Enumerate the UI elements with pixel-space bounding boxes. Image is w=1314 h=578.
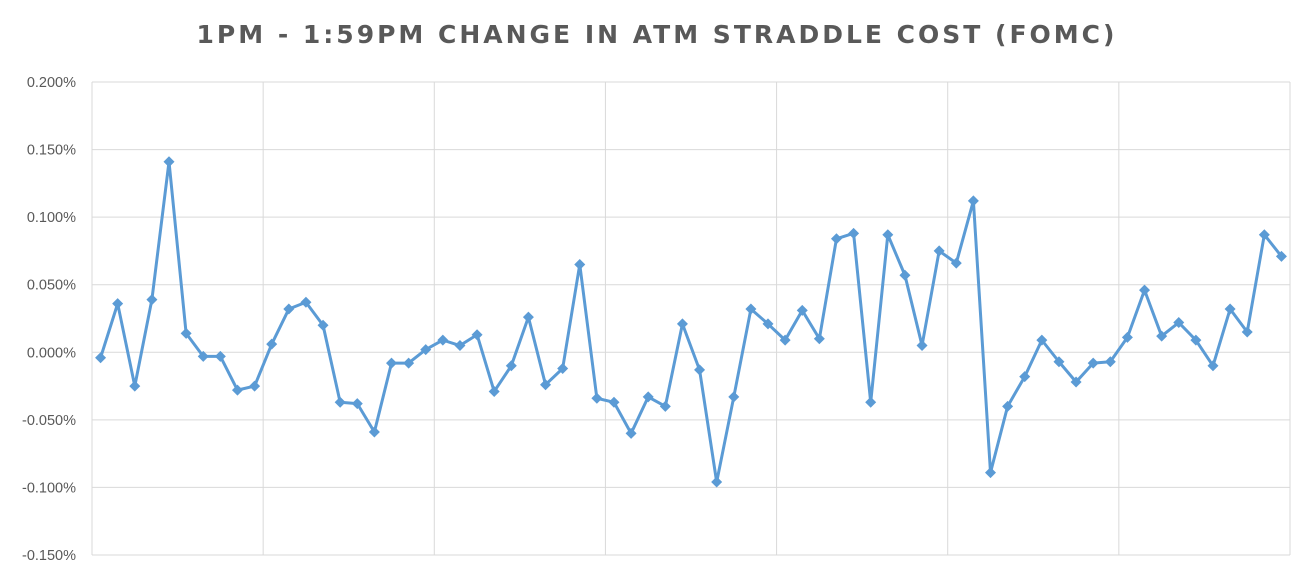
data-point-marker	[1070, 376, 1082, 388]
data-point-marker	[1139, 284, 1151, 296]
data-point-marker	[540, 379, 552, 391]
data-point-marker	[112, 298, 124, 310]
data-point-marker	[950, 257, 962, 269]
data-point-marker	[933, 245, 945, 257]
data-point-marker	[608, 396, 620, 408]
data-point-marker	[95, 352, 107, 364]
data-point-marker	[1275, 250, 1287, 262]
data-point-marker	[351, 398, 363, 410]
data-point-marker	[420, 344, 432, 356]
data-point-marker	[1002, 400, 1014, 412]
data-point-marker	[1190, 334, 1202, 346]
data-point-marker	[711, 476, 723, 488]
y-tick-label: -0.150%	[22, 548, 76, 564]
data-point-marker	[865, 396, 877, 408]
y-tick-label: 0.150%	[27, 143, 76, 159]
data-point-marker	[882, 229, 894, 241]
y-tick-label: -0.100%	[22, 480, 76, 496]
data-point-marker	[1241, 326, 1253, 338]
data-point-marker	[505, 360, 517, 372]
data-point-marker	[1019, 371, 1031, 383]
data-point-marker	[197, 350, 209, 362]
y-tick-label: 0.100%	[27, 210, 76, 226]
chart-title: 1PM - 1:59PM CHANGE IN ATM STRADDLE COST…	[196, 20, 1118, 49]
data-point-marker	[488, 385, 500, 397]
data-point-marker	[848, 227, 860, 239]
data-point-marker	[1053, 356, 1065, 368]
data-point-marker	[231, 384, 243, 396]
data-point-marker	[1173, 317, 1185, 329]
gridlines	[91, 81, 1291, 556]
data-point-marker	[642, 391, 654, 403]
data-point-marker	[557, 363, 569, 375]
data-point-marker	[129, 380, 141, 392]
data-point-marker	[522, 311, 534, 323]
data-point-marker	[1156, 330, 1168, 342]
data-point-marker	[180, 327, 192, 339]
data-point-marker	[317, 319, 329, 331]
series-line	[99, 160, 1283, 484]
data-point-marker	[386, 357, 397, 369]
data-point-marker	[762, 318, 774, 330]
data-point-marker	[591, 392, 603, 404]
data-point-marker	[214, 350, 226, 362]
data-point-marker	[1207, 360, 1219, 372]
data-point-marker	[813, 333, 825, 345]
data-point-marker	[437, 334, 449, 346]
data-point-marker	[454, 340, 466, 352]
data-point-marker	[796, 304, 808, 316]
data-point-marker	[266, 338, 278, 350]
data-point-marker	[300, 296, 312, 308]
data-point-marker	[779, 334, 791, 346]
data-point-marker	[574, 258, 586, 270]
series-line-path	[99, 160, 1283, 484]
data-point-marker	[967, 195, 979, 207]
data-point-marker	[1036, 334, 1048, 346]
y-tick-label: 0.200%	[27, 75, 76, 91]
y-tick-label: 0.000%	[27, 345, 76, 361]
data-point-marker	[1258, 229, 1270, 241]
data-point-marker	[625, 427, 637, 439]
y-tick-label: -0.050%	[22, 413, 76, 429]
data-point-marker	[334, 396, 346, 408]
data-point-marker	[728, 391, 740, 403]
series-markers	[95, 156, 1287, 488]
data-point-marker	[471, 329, 483, 341]
data-point-marker	[745, 303, 757, 315]
data-point-marker	[985, 467, 996, 479]
data-point-marker	[694, 364, 706, 376]
y-axis-tick-labels: 0.200% 0.150% 0.100% 0.050% 0.000% -0.050% -0.…	[22, 75, 76, 564]
data-point-marker	[1224, 303, 1236, 315]
data-point-marker	[249, 380, 261, 392]
data-point-marker	[163, 156, 175, 168]
data-point-marker	[1104, 356, 1116, 368]
data-point-marker	[1121, 331, 1133, 343]
data-point-marker	[368, 426, 380, 438]
y-tick-label: 0.050%	[27, 278, 76, 294]
data-point-marker	[830, 233, 842, 245]
data-point-marker	[146, 294, 158, 306]
data-point-marker	[403, 357, 415, 369]
data-point-marker	[283, 303, 295, 315]
data-point-marker	[659, 400, 671, 412]
data-point-marker	[899, 269, 911, 281]
data-point-marker	[1087, 357, 1099, 369]
data-point-marker	[676, 318, 688, 330]
data-point-marker	[916, 340, 928, 352]
